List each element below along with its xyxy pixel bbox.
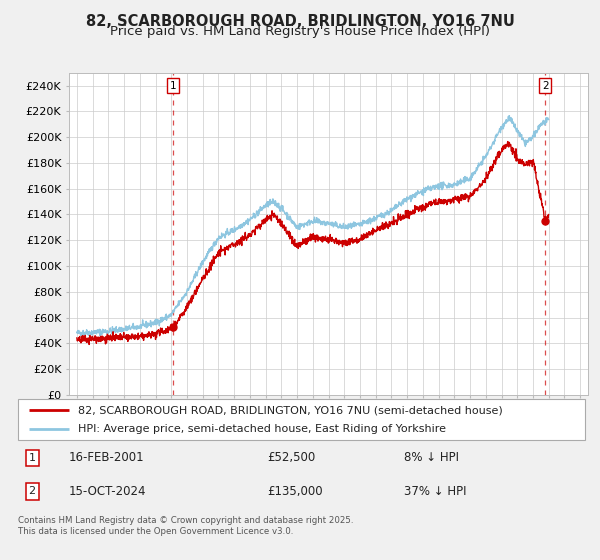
Text: HPI: Average price, semi-detached house, East Riding of Yorkshire: HPI: Average price, semi-detached house,… xyxy=(77,424,446,433)
Text: £52,500: £52,500 xyxy=(268,451,316,464)
Text: 2: 2 xyxy=(542,81,548,91)
Text: 8% ↓ HPI: 8% ↓ HPI xyxy=(404,451,458,464)
Text: £135,000: £135,000 xyxy=(268,485,323,498)
Text: Price paid vs. HM Land Registry's House Price Index (HPI): Price paid vs. HM Land Registry's House … xyxy=(110,25,490,38)
Text: 82, SCARBOROUGH ROAD, BRIDLINGTON, YO16 7NU (semi-detached house): 82, SCARBOROUGH ROAD, BRIDLINGTON, YO16 … xyxy=(77,405,502,415)
FancyBboxPatch shape xyxy=(18,399,585,440)
Text: Contains HM Land Registry data © Crown copyright and database right 2025.
This d: Contains HM Land Registry data © Crown c… xyxy=(18,516,353,536)
Text: 1: 1 xyxy=(29,453,35,463)
Text: 82, SCARBOROUGH ROAD, BRIDLINGTON, YO16 7NU: 82, SCARBOROUGH ROAD, BRIDLINGTON, YO16 … xyxy=(86,14,514,29)
Text: 15-OCT-2024: 15-OCT-2024 xyxy=(69,485,146,498)
Text: 16-FEB-2001: 16-FEB-2001 xyxy=(69,451,145,464)
Text: 1: 1 xyxy=(170,81,176,91)
Text: 37% ↓ HPI: 37% ↓ HPI xyxy=(404,485,466,498)
Text: 2: 2 xyxy=(29,487,36,496)
